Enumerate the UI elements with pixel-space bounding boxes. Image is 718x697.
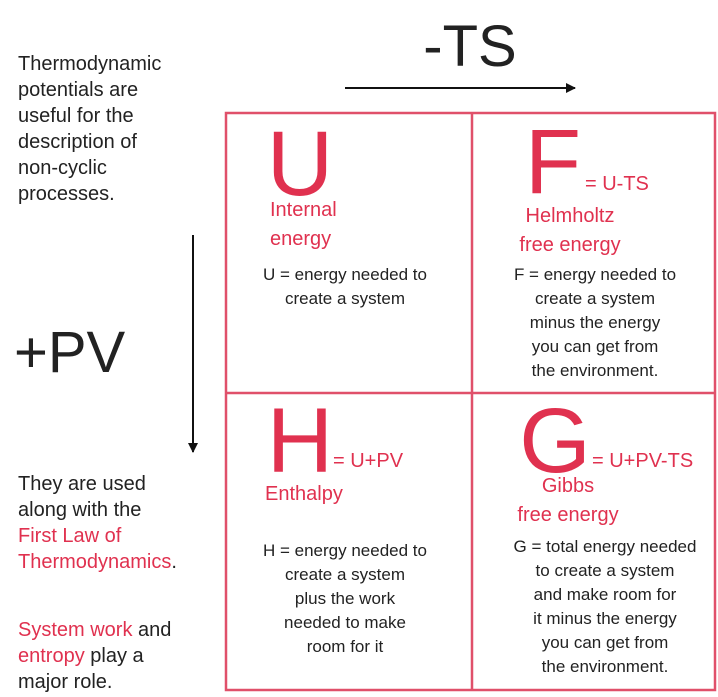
potential-description: the environment.: [542, 657, 669, 676]
intro-line: potentials are: [18, 79, 138, 101]
intro-line: non-cyclic: [18, 157, 107, 179]
grid-border: [224, 111, 717, 692]
note-part: and: [132, 619, 171, 641]
note-line: They are used: [18, 473, 146, 495]
note-part: They are used: [18, 473, 146, 495]
intro-line: useful for the: [18, 105, 134, 127]
potential-description: you can get from: [542, 633, 669, 652]
potential-description: to create a system: [536, 561, 675, 580]
potential-description: F = energy needed to: [514, 265, 676, 284]
note-line: major role.: [18, 671, 112, 693]
potential-formula: = U+PV-TS: [592, 450, 693, 472]
potential-description: room for it: [307, 637, 384, 656]
potential-description: it minus the energy: [533, 609, 677, 628]
axis-top-label: -TS: [423, 14, 516, 79]
note-line: First Law of: [18, 525, 122, 547]
potential-name: Enthalpy: [265, 483, 343, 505]
potential-description: G = total energy needed: [514, 537, 697, 556]
potential-description: the environment.: [532, 361, 659, 380]
intro-line: description of: [18, 131, 137, 153]
note-line: Thermodynamics.: [18, 551, 177, 573]
note-part: .: [171, 551, 177, 573]
potential-description: create a system: [535, 289, 655, 308]
intro-line: processes.: [18, 183, 115, 205]
intro-line: Thermodynamic: [18, 53, 161, 75]
note-part: Thermodynamics: [18, 551, 171, 573]
note-line: System work and: [18, 619, 171, 641]
potential-name: Internal: [270, 199, 337, 221]
potential-letter: G: [519, 390, 591, 492]
potential-formula: = U-TS: [585, 173, 649, 195]
note-part: System work: [18, 619, 133, 641]
axis-left-label: +PV: [14, 320, 126, 385]
potential-description: you can get from: [532, 337, 659, 356]
potential-name: free energy: [517, 504, 618, 526]
note-part: play a: [85, 645, 145, 667]
potential-description: and make room for: [534, 585, 677, 604]
note-part: along with the: [18, 499, 141, 521]
potential-description: create a system: [285, 565, 405, 584]
note-line: entropy play a: [18, 645, 145, 667]
potential-description: minus the energy: [530, 313, 661, 332]
potential-letter: F: [525, 111, 581, 213]
potential-name: energy: [270, 228, 331, 250]
note-part: entropy: [18, 645, 85, 667]
potential-description: U = energy needed to: [263, 265, 427, 284]
note-part: major role.: [18, 671, 112, 693]
note-line: along with the: [18, 499, 141, 521]
potential-letter: H: [267, 390, 333, 492]
potential-name: Gibbs: [542, 475, 594, 497]
potential-description: create a system: [285, 289, 405, 308]
potential-letter: U: [267, 113, 333, 215]
potential-formula: = U+PV: [333, 450, 404, 472]
potential-description: plus the work: [295, 589, 396, 608]
potential-description: needed to make: [284, 613, 406, 632]
note-part: First Law of: [18, 525, 122, 547]
potential-name: Helmholtz: [526, 205, 615, 227]
potential-name: free energy: [519, 234, 620, 256]
potential-description: H = energy needed to: [263, 541, 427, 560]
